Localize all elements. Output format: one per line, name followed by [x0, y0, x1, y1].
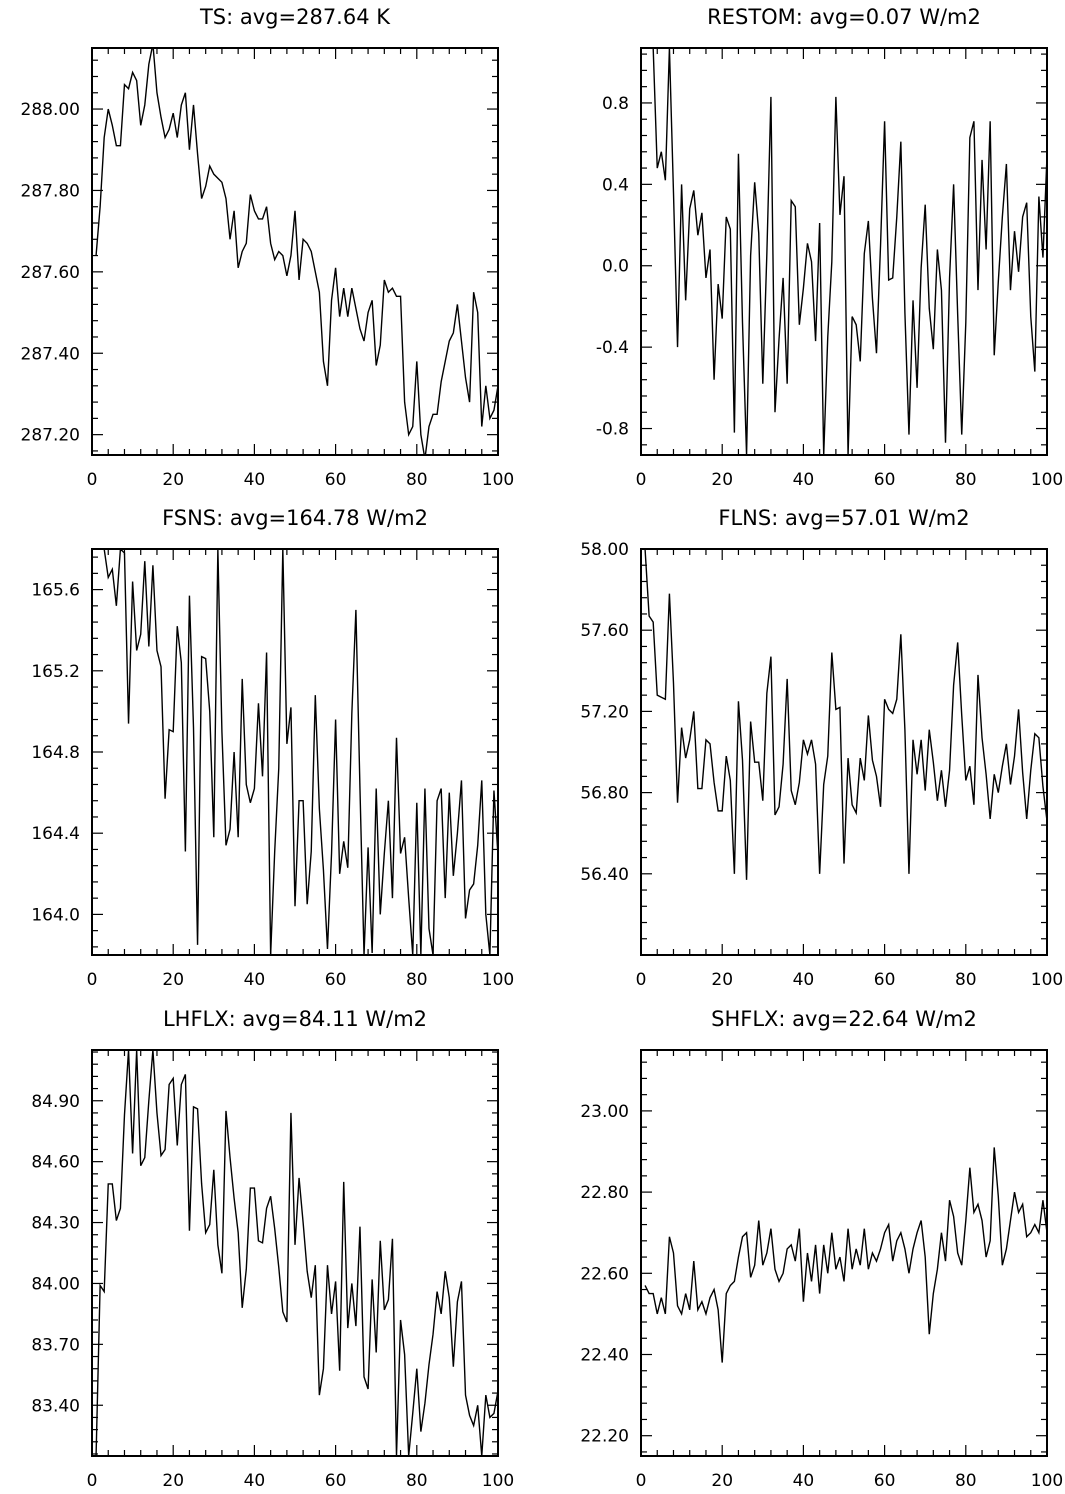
plot-frame	[640, 47, 1048, 456]
x-tick-label: 60	[874, 470, 896, 490]
x-tick-label: 100	[482, 970, 514, 990]
x-tick-label: 0	[636, 970, 647, 990]
x-tick-label: 20	[162, 470, 184, 490]
x-tick-label: 60	[874, 1471, 896, 1491]
y-tick-label: 288.00	[21, 100, 80, 120]
x-tick-label: 80	[955, 1471, 977, 1491]
y-tick-label: 22.40	[580, 1346, 629, 1366]
y-tick-label: 58.00	[580, 540, 629, 560]
y-tick-label: 83.70	[31, 1335, 80, 1355]
chart-title: FSNS: avg=164.78 W/m2	[162, 506, 428, 530]
chart-title: SHFLX: avg=22.64 W/m2	[711, 1007, 977, 1031]
x-tick-label: 40	[793, 970, 815, 990]
x-tick-label: 60	[874, 970, 896, 990]
x-tick-label: 0	[87, 970, 98, 990]
y-tick-label: 57.20	[580, 702, 629, 722]
x-tick-label: 0	[87, 1471, 98, 1491]
y-tick-label: 22.20	[580, 1427, 629, 1447]
y-tick-label: 84.30	[31, 1214, 80, 1234]
x-tick-label: 60	[325, 970, 347, 990]
chart-title: RESTOM: avg=0.07 W/m2	[707, 5, 981, 29]
y-tick-label: 57.60	[580, 621, 629, 641]
x-tick-label: 80	[406, 1471, 428, 1491]
plot-frame	[91, 548, 499, 956]
plot-frame	[640, 548, 1048, 956]
series-line	[95, 1050, 498, 1456]
y-tick-label: -0.4	[596, 338, 629, 358]
x-tick-label: 40	[793, 470, 815, 490]
y-tick-label: 22.80	[580, 1183, 629, 1203]
x-tick-label: 20	[711, 970, 733, 990]
y-tick-label: 164.8	[31, 743, 80, 763]
y-tick-label: 287.80	[21, 181, 80, 201]
y-tick-label: 0.0	[602, 257, 629, 277]
series-line	[645, 48, 1047, 455]
series-line	[644, 549, 1047, 880]
y-tick-label: 0.8	[602, 94, 629, 114]
y-tick-label: 83.40	[31, 1396, 80, 1416]
series-line	[644, 1147, 1047, 1363]
y-tick-label: 84.90	[31, 1092, 80, 1112]
y-tick-label: 84.60	[31, 1153, 80, 1173]
y-tick-label: 287.20	[21, 426, 80, 446]
plot-frame	[91, 47, 499, 456]
x-tick-label: 60	[325, 470, 347, 490]
chart-panel-lhflx: LHFLX: avg=84.11 W/m2 0 20 40 60 80 100 83.40 83…	[31, 1007, 514, 1491]
y-tick-label: 164.4	[31, 824, 80, 844]
y-tick-label: 56.80	[580, 784, 629, 804]
y-tick-label: 22.60	[580, 1264, 629, 1284]
x-tick-label: 80	[955, 970, 977, 990]
x-tick-label: 20	[711, 1471, 733, 1491]
y-tick-label: -0.8	[596, 420, 629, 440]
y-tick-label: 23.00	[580, 1102, 629, 1122]
y-tick-label: 287.60	[21, 263, 80, 283]
x-tick-label: 0	[636, 470, 647, 490]
x-tick-label: 100	[1031, 970, 1063, 990]
chart-title: FLNS: avg=57.01 W/m2	[718, 506, 969, 530]
x-tick-label: 40	[244, 970, 266, 990]
x-tick-label: 80	[406, 470, 428, 490]
x-tick-label: 100	[1031, 1471, 1063, 1491]
chart-panel-fsns: FSNS: avg=164.78 W/m2 0 20 40 60 80 100 164.0 16…	[31, 506, 514, 990]
x-tick-label: 20	[162, 970, 184, 990]
y-tick-label: 56.40	[580, 865, 629, 885]
x-tick-label: 100	[482, 470, 514, 490]
plot-frame	[640, 1049, 1048, 1457]
chart-title: TS: avg=287.64 K	[199, 5, 391, 29]
y-tick-label: 0.4	[602, 175, 629, 195]
y-tick-label: 165.2	[31, 662, 80, 682]
x-tick-label: 100	[482, 1471, 514, 1491]
y-tick-label: 164.0	[31, 905, 80, 925]
y-tick-label: 84.00	[31, 1274, 80, 1294]
x-tick-label: 0	[636, 1471, 647, 1491]
chart-panel-ts: TS: avg=287.64 K 0 20 40 60 80 100 287.20 287.40…	[21, 5, 515, 490]
x-tick-label: 60	[325, 1471, 347, 1491]
x-tick-label: 20	[711, 470, 733, 490]
x-tick-label: 0	[87, 470, 98, 490]
x-tick-label: 40	[244, 470, 266, 490]
chart-panel-restom: RESTOM: avg=0.07 W/m2 0 20 40 60 80 100 -0.8 -0.…	[596, 5, 1063, 490]
x-tick-label: 40	[793, 1471, 815, 1491]
series-line	[95, 48, 498, 455]
y-tick-label: 165.6	[31, 581, 80, 601]
chart-panel-shflx: SHFLX: avg=22.64 W/m2 0 20 40 60 80 100 22.20 22…	[580, 1007, 1063, 1491]
x-tick-label: 40	[244, 1471, 266, 1491]
x-tick-label: 20	[162, 1471, 184, 1491]
x-tick-label: 80	[406, 970, 428, 990]
x-tick-label: 100	[1031, 470, 1063, 490]
series-line	[96, 549, 498, 955]
chart-title: LHFLX: avg=84.11 W/m2	[163, 1007, 427, 1031]
y-tick-label: 287.40	[21, 344, 80, 364]
chart-panel-flns: FLNS: avg=57.01 W/m2 0 20 40 60 80 100 56.40 56.…	[580, 506, 1063, 990]
plot-frame	[91, 1049, 499, 1457]
x-tick-label: 80	[955, 470, 977, 490]
